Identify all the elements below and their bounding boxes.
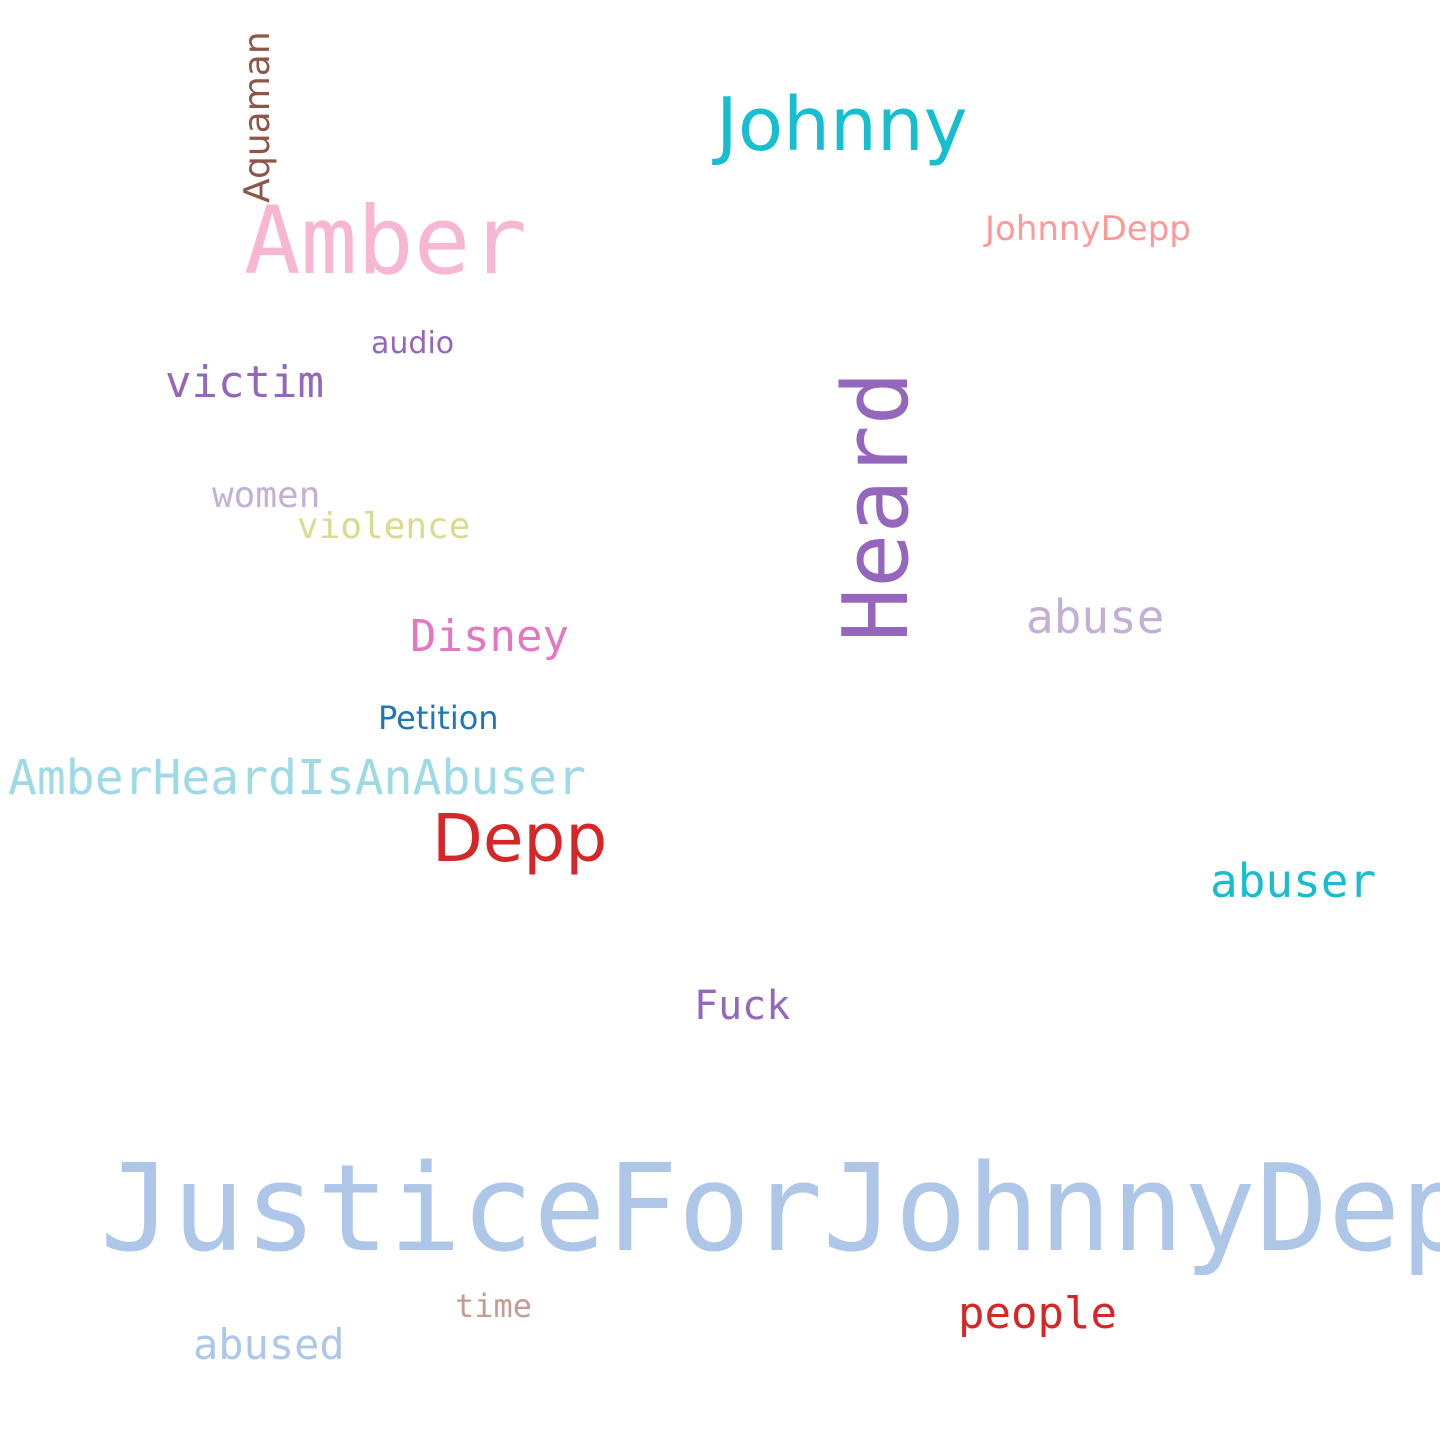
word-fuck: Fuck (694, 983, 791, 1029)
word-abuse: abuse (1026, 590, 1165, 644)
word-victim: victim (165, 357, 324, 408)
word-heard: Heard (824, 371, 929, 642)
word-women: women (212, 475, 321, 516)
word-amber-heard-is-an-abuser: AmberHeardIsAnAbuser (8, 750, 586, 806)
word-violence: violence (297, 506, 471, 547)
word-disney: Disney (410, 611, 569, 662)
word-justice-for-johnny-depp: JusticeForJohnnyDepp (100, 1140, 1440, 1279)
word-audio: audio (371, 326, 455, 361)
word-depp: Depp (432, 800, 608, 877)
word-amber: Amber (244, 187, 527, 296)
word-time: time (455, 1287, 533, 1325)
word-johnny: Johnny (716, 82, 968, 168)
word-people: people (958, 1288, 1117, 1339)
word-johnnydepp: JohnnyDepp (985, 209, 1191, 249)
word-aquaman: Aquaman (237, 31, 278, 203)
word-abuser: abuser (1210, 854, 1377, 908)
word-petition: Petition (378, 699, 499, 737)
word-abused: abused (193, 1320, 345, 1369)
